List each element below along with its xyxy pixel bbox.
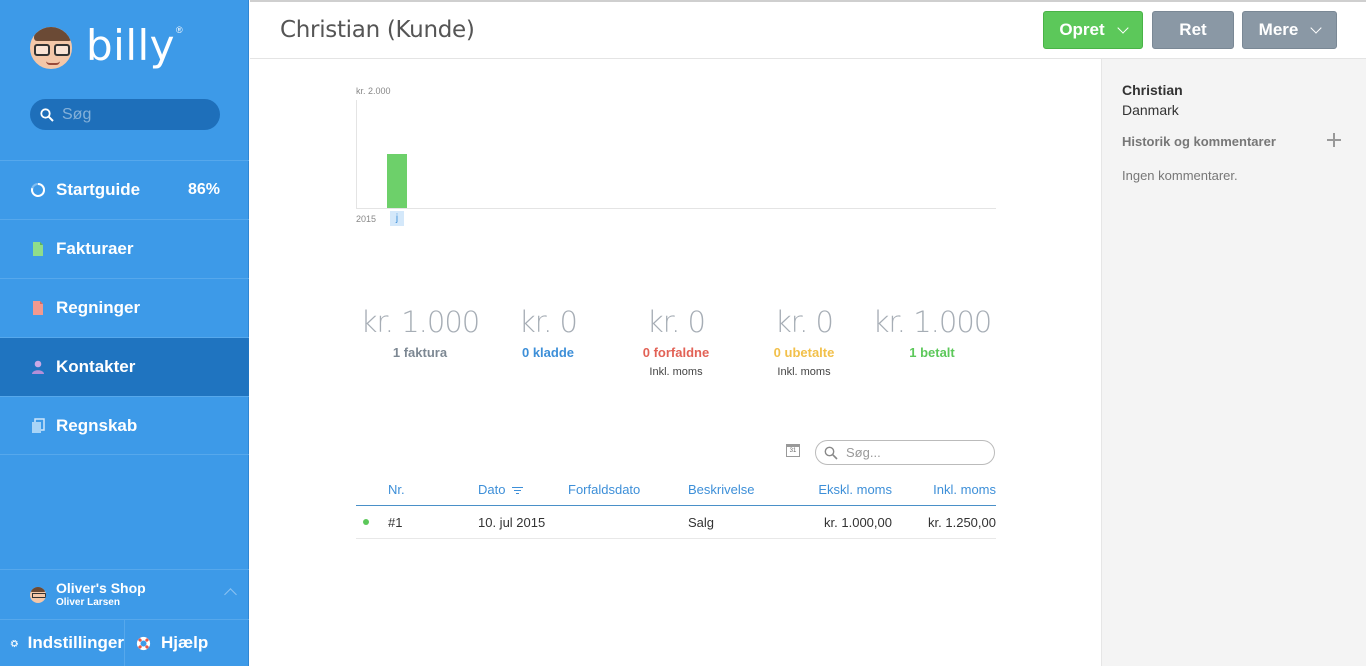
- sidebar-item-regninger[interactable]: Regninger: [0, 278, 249, 337]
- shop-switcher[interactable]: Oliver's Shop Oliver Larsen: [0, 569, 249, 619]
- progress-circle-icon: [30, 182, 46, 198]
- sidebar-item-label: Fakturaer: [56, 239, 134, 258]
- edit-button-label: Ret: [1179, 20, 1207, 39]
- table-row[interactable]: #1 10. jul 2015 Salg kr. 1.000,00 kr. 1.250,…: [356, 506, 996, 539]
- column-excl-vat[interactable]: Ekskl. moms: [818, 482, 892, 497]
- shop-avatar-icon: [30, 586, 46, 603]
- settings-button[interactable]: Indstillinger: [0, 620, 125, 666]
- logo-text: billy: [86, 20, 176, 70]
- stat-label: 0 ubetalte: [773, 345, 835, 360]
- edit-button[interactable]: Ret: [1152, 11, 1234, 49]
- search-icon: [40, 107, 54, 122]
- billy-mascot-icon: [28, 25, 74, 71]
- no-comments-text: Ingen kommentarer.: [1122, 168, 1238, 183]
- chart-y-max-label: kr. 2.000: [356, 86, 391, 96]
- sidebar-item-startguide[interactable]: Startguide 86%: [0, 160, 249, 219]
- add-comment-icon[interactable]: [1327, 133, 1341, 147]
- table-search-input[interactable]: [846, 445, 986, 460]
- chevron-down-icon: [1310, 21, 1323, 34]
- create-button-label: Opret: [1059, 20, 1105, 39]
- table-body: #1 10. jul 2015 Salg kr. 1.000,00 kr. 1.250,…: [356, 506, 996, 539]
- chart-year-label: 2015: [356, 214, 377, 224]
- cell-description: Salg: [688, 515, 715, 530]
- sidebar-item-label: Kontakter: [56, 357, 136, 376]
- shop-user: Oliver Larsen: [56, 596, 120, 608]
- stat-amount: kr. 1.000: [360, 305, 481, 339]
- revenue-chart: kr. 2.000 2015 j: [356, 84, 996, 229]
- contact-info-panel: Christian Danmark Historik og kommentare…: [1101, 59, 1366, 666]
- sidebar-search-input[interactable]: [62, 105, 212, 124]
- page-header: Christian (Kunde) Opret Ret Mere: [250, 0, 1366, 59]
- contact-name: Christian: [1122, 82, 1183, 98]
- stat-amount: kr. 0: [519, 305, 578, 339]
- billy-logo[interactable]: billy ®: [28, 20, 183, 74]
- calendar-icon[interactable]: 31: [786, 444, 800, 457]
- sidebar-item-regnskab[interactable]: Regnskab: [0, 396, 249, 455]
- stat-block[interactable]: kr. 1.000 1 betalt: [868, 305, 996, 360]
- stat-sub-label: Inkl. moms: [777, 366, 831, 378]
- column-date[interactable]: Dato: [478, 482, 524, 497]
- shop-name: Oliver's Shop: [56, 580, 146, 597]
- stat-sub-label: Inkl. moms: [649, 366, 703, 378]
- sidebar-nav: Startguide 86% Fakturaer Regninger Konta…: [0, 160, 249, 455]
- sort-descending-icon: [512, 486, 524, 495]
- stat-label: 0 forfaldne: [642, 345, 710, 360]
- cell-incl-vat: kr. 1.250,00: [928, 515, 996, 530]
- bill-icon: [30, 300, 46, 316]
- more-button[interactable]: Mere: [1242, 11, 1337, 49]
- startguide-percent: 86%: [187, 181, 220, 198]
- stat-amount: kr. 0: [775, 305, 834, 339]
- stat-block[interactable]: kr. 0 0 forfaldne Inkl. moms: [612, 305, 740, 378]
- sidebar-item-label: Regnskab: [56, 415, 138, 435]
- invoice-table: Nr. Dato Forfaldsdato Beskrivelse Ekskl.…: [356, 478, 996, 539]
- page-title: Christian (Kunde): [280, 17, 475, 43]
- stat-amount: kr. 1.000: [872, 305, 993, 339]
- chart-y-axis: [356, 100, 357, 208]
- invoice-icon: [30, 241, 46, 257]
- chart-bar: [387, 154, 407, 208]
- person-icon: [30, 359, 46, 375]
- lifebuoy-icon: [136, 636, 151, 650]
- chart-x-axis: [356, 208, 996, 209]
- sidebar-search[interactable]: [30, 99, 220, 130]
- stat-block[interactable]: kr. 0 0 kladde: [484, 305, 612, 360]
- sidebar-bottom-bar: Indstillinger Hjælp: [0, 619, 249, 666]
- create-button[interactable]: Opret: [1043, 11, 1143, 49]
- stat-label: 1 betalt: [909, 345, 955, 360]
- cell-date: 10. jul 2015: [478, 515, 546, 530]
- sidebar-item-label: Startguide: [56, 180, 141, 199]
- stat-block[interactable]: kr. 1.000 1 faktura: [356, 305, 484, 360]
- gear-icon: [10, 639, 18, 647]
- column-due-date[interactable]: Forfaldsdato: [568, 482, 641, 497]
- sidebar-item-kontakter[interactable]: Kontakter: [0, 337, 249, 396]
- column-description[interactable]: Beskrivelse: [688, 482, 755, 497]
- stat-label: 1 faktura: [392, 345, 448, 360]
- sidebar-item-label: Regninger: [56, 298, 141, 317]
- chart-tick-label: j: [390, 211, 404, 226]
- table-search[interactable]: [815, 440, 995, 465]
- search-icon: [824, 446, 838, 460]
- logo-registered-mark: ®: [176, 25, 183, 35]
- help-button[interactable]: Hjælp: [125, 620, 208, 666]
- contact-country: Danmark: [1122, 102, 1179, 118]
- more-button-label: Mere: [1258, 20, 1299, 39]
- cell-excl-vat: kr. 1.000,00: [824, 515, 892, 530]
- settings-label: Indstillinger: [27, 633, 124, 652]
- cell-nr: #1: [388, 515, 403, 530]
- stat-block[interactable]: kr. 0 0 ubetalte Inkl. moms: [740, 305, 868, 378]
- column-date-label: Dato: [478, 482, 506, 497]
- help-label: Hjælp: [161, 633, 209, 652]
- chevron-down-icon: [1117, 21, 1129, 34]
- stat-amount: kr. 0: [647, 305, 706, 339]
- ledger-icon: [30, 417, 46, 434]
- column-incl-vat[interactable]: Inkl. moms: [933, 482, 996, 497]
- history-heading: Historik og kommentarer: [1122, 134, 1276, 149]
- sidebar-item-fakturaer[interactable]: Fakturaer: [0, 219, 249, 278]
- sidebar: billy ® Startguide 86% Fakturaer Re: [0, 0, 249, 666]
- stat-label: 0 kladde: [521, 345, 575, 360]
- column-nr[interactable]: Nr.: [388, 482, 405, 497]
- chevron-up-icon: [224, 588, 237, 601]
- paid-status-dot: [363, 519, 369, 525]
- table-header: Nr. Dato Forfaldsdato Beskrivelse Ekskl.…: [356, 478, 996, 506]
